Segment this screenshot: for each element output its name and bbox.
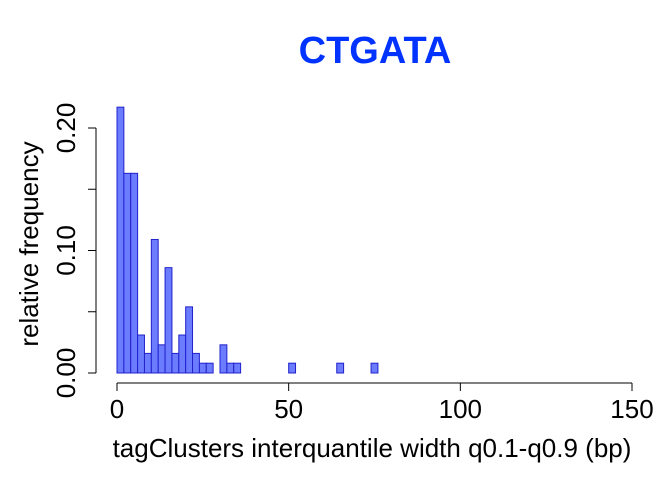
histogram-bar — [116, 106, 125, 374]
histogram-bar — [205, 362, 214, 374]
histogram-bar — [192, 352, 200, 374]
y-tick-label: 0.00 — [51, 348, 81, 399]
y-tick-label: 0.20 — [51, 103, 81, 154]
histogram-bar — [198, 362, 207, 374]
histogram-bar — [123, 172, 132, 374]
histogram-bar — [150, 238, 159, 374]
histogram-bar — [137, 334, 145, 374]
x-tick-label: 150 — [610, 394, 653, 424]
histogram-bar — [233, 362, 242, 374]
histogram-bar — [336, 362, 345, 374]
histogram-bar — [130, 172, 139, 374]
histogram-bar — [370, 362, 379, 374]
x-axis: 0 50 100 150 — [110, 382, 654, 424]
y-tick-label: 0.10 — [51, 225, 81, 276]
histogram-bar — [185, 306, 194, 374]
chart-title: CTGATA — [299, 30, 452, 72]
histogram-bar — [171, 352, 180, 374]
histogram-bar — [288, 362, 297, 374]
histogram-bar — [164, 267, 173, 374]
y-axis-label: relative frequency — [14, 141, 44, 346]
x-tick-label: 0 — [110, 394, 124, 424]
x-axis-label: tagClusters interquantile width q0.1-q0.… — [113, 433, 632, 463]
histogram-bar — [226, 362, 235, 374]
histogram-bar — [157, 344, 166, 374]
histogram-bar — [143, 352, 152, 374]
histogram-bar — [178, 334, 187, 374]
x-tick-label: 100 — [439, 394, 482, 424]
y-axis: 0.00 0.10 0.20 — [51, 103, 97, 399]
bars-group — [116, 106, 379, 374]
x-tick-label: 50 — [274, 394, 303, 424]
histogram-bar — [219, 344, 228, 374]
